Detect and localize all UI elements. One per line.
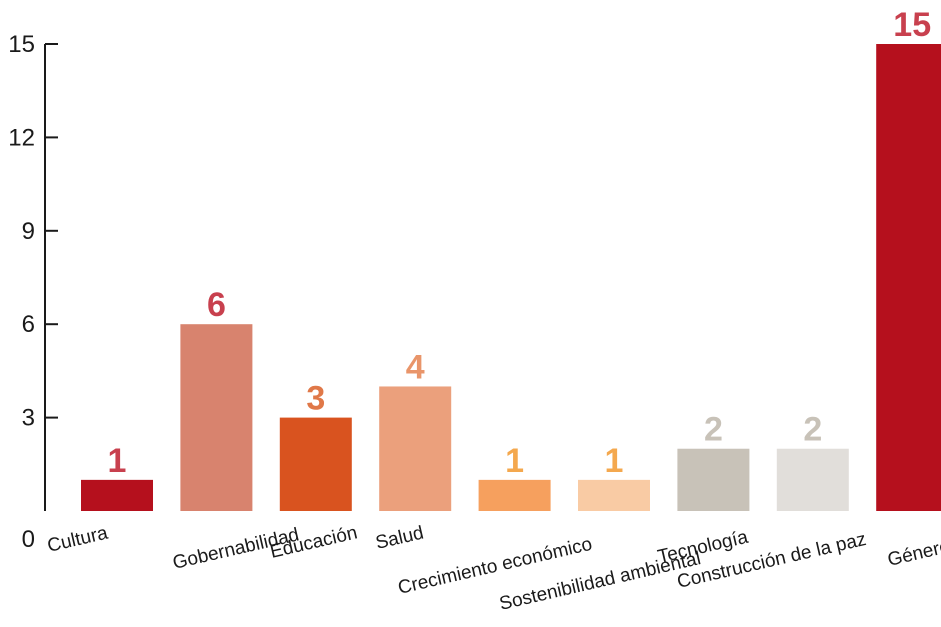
y-axis: 0 3 6 9 12 15 [8,31,58,553]
data-label: 1 [505,442,524,480]
bar [876,44,941,511]
data-label: 15 [893,6,931,44]
bar [279,417,352,511]
bar [478,479,551,511]
x-tick-label: Género [886,536,941,571]
y-tick-label: 3 [22,405,35,432]
y-tick-label: 6 [22,311,35,338]
bar [81,479,153,511]
bar [776,448,849,511]
bars-group: 1 6 3 4 1 1 2 2 15 [81,6,941,511]
y-tick-label: 12 [8,124,35,151]
bar [379,386,452,511]
x-tick-label: Cultura [45,523,110,557]
bar [578,479,650,511]
data-label: 2 [704,411,723,449]
y-tick-label: 9 [22,218,35,245]
data-label: 4 [406,348,425,386]
bar [677,448,750,511]
data-label: 1 [108,442,127,480]
data-label: 2 [803,411,822,449]
data-label: 6 [207,286,226,324]
data-label: 1 [605,442,624,480]
bar [180,324,253,511]
y-tick-label: 0 [22,526,35,553]
x-tick-label: Salud [374,522,426,553]
data-label: 3 [306,380,325,418]
y-tick-label: 15 [8,31,35,58]
